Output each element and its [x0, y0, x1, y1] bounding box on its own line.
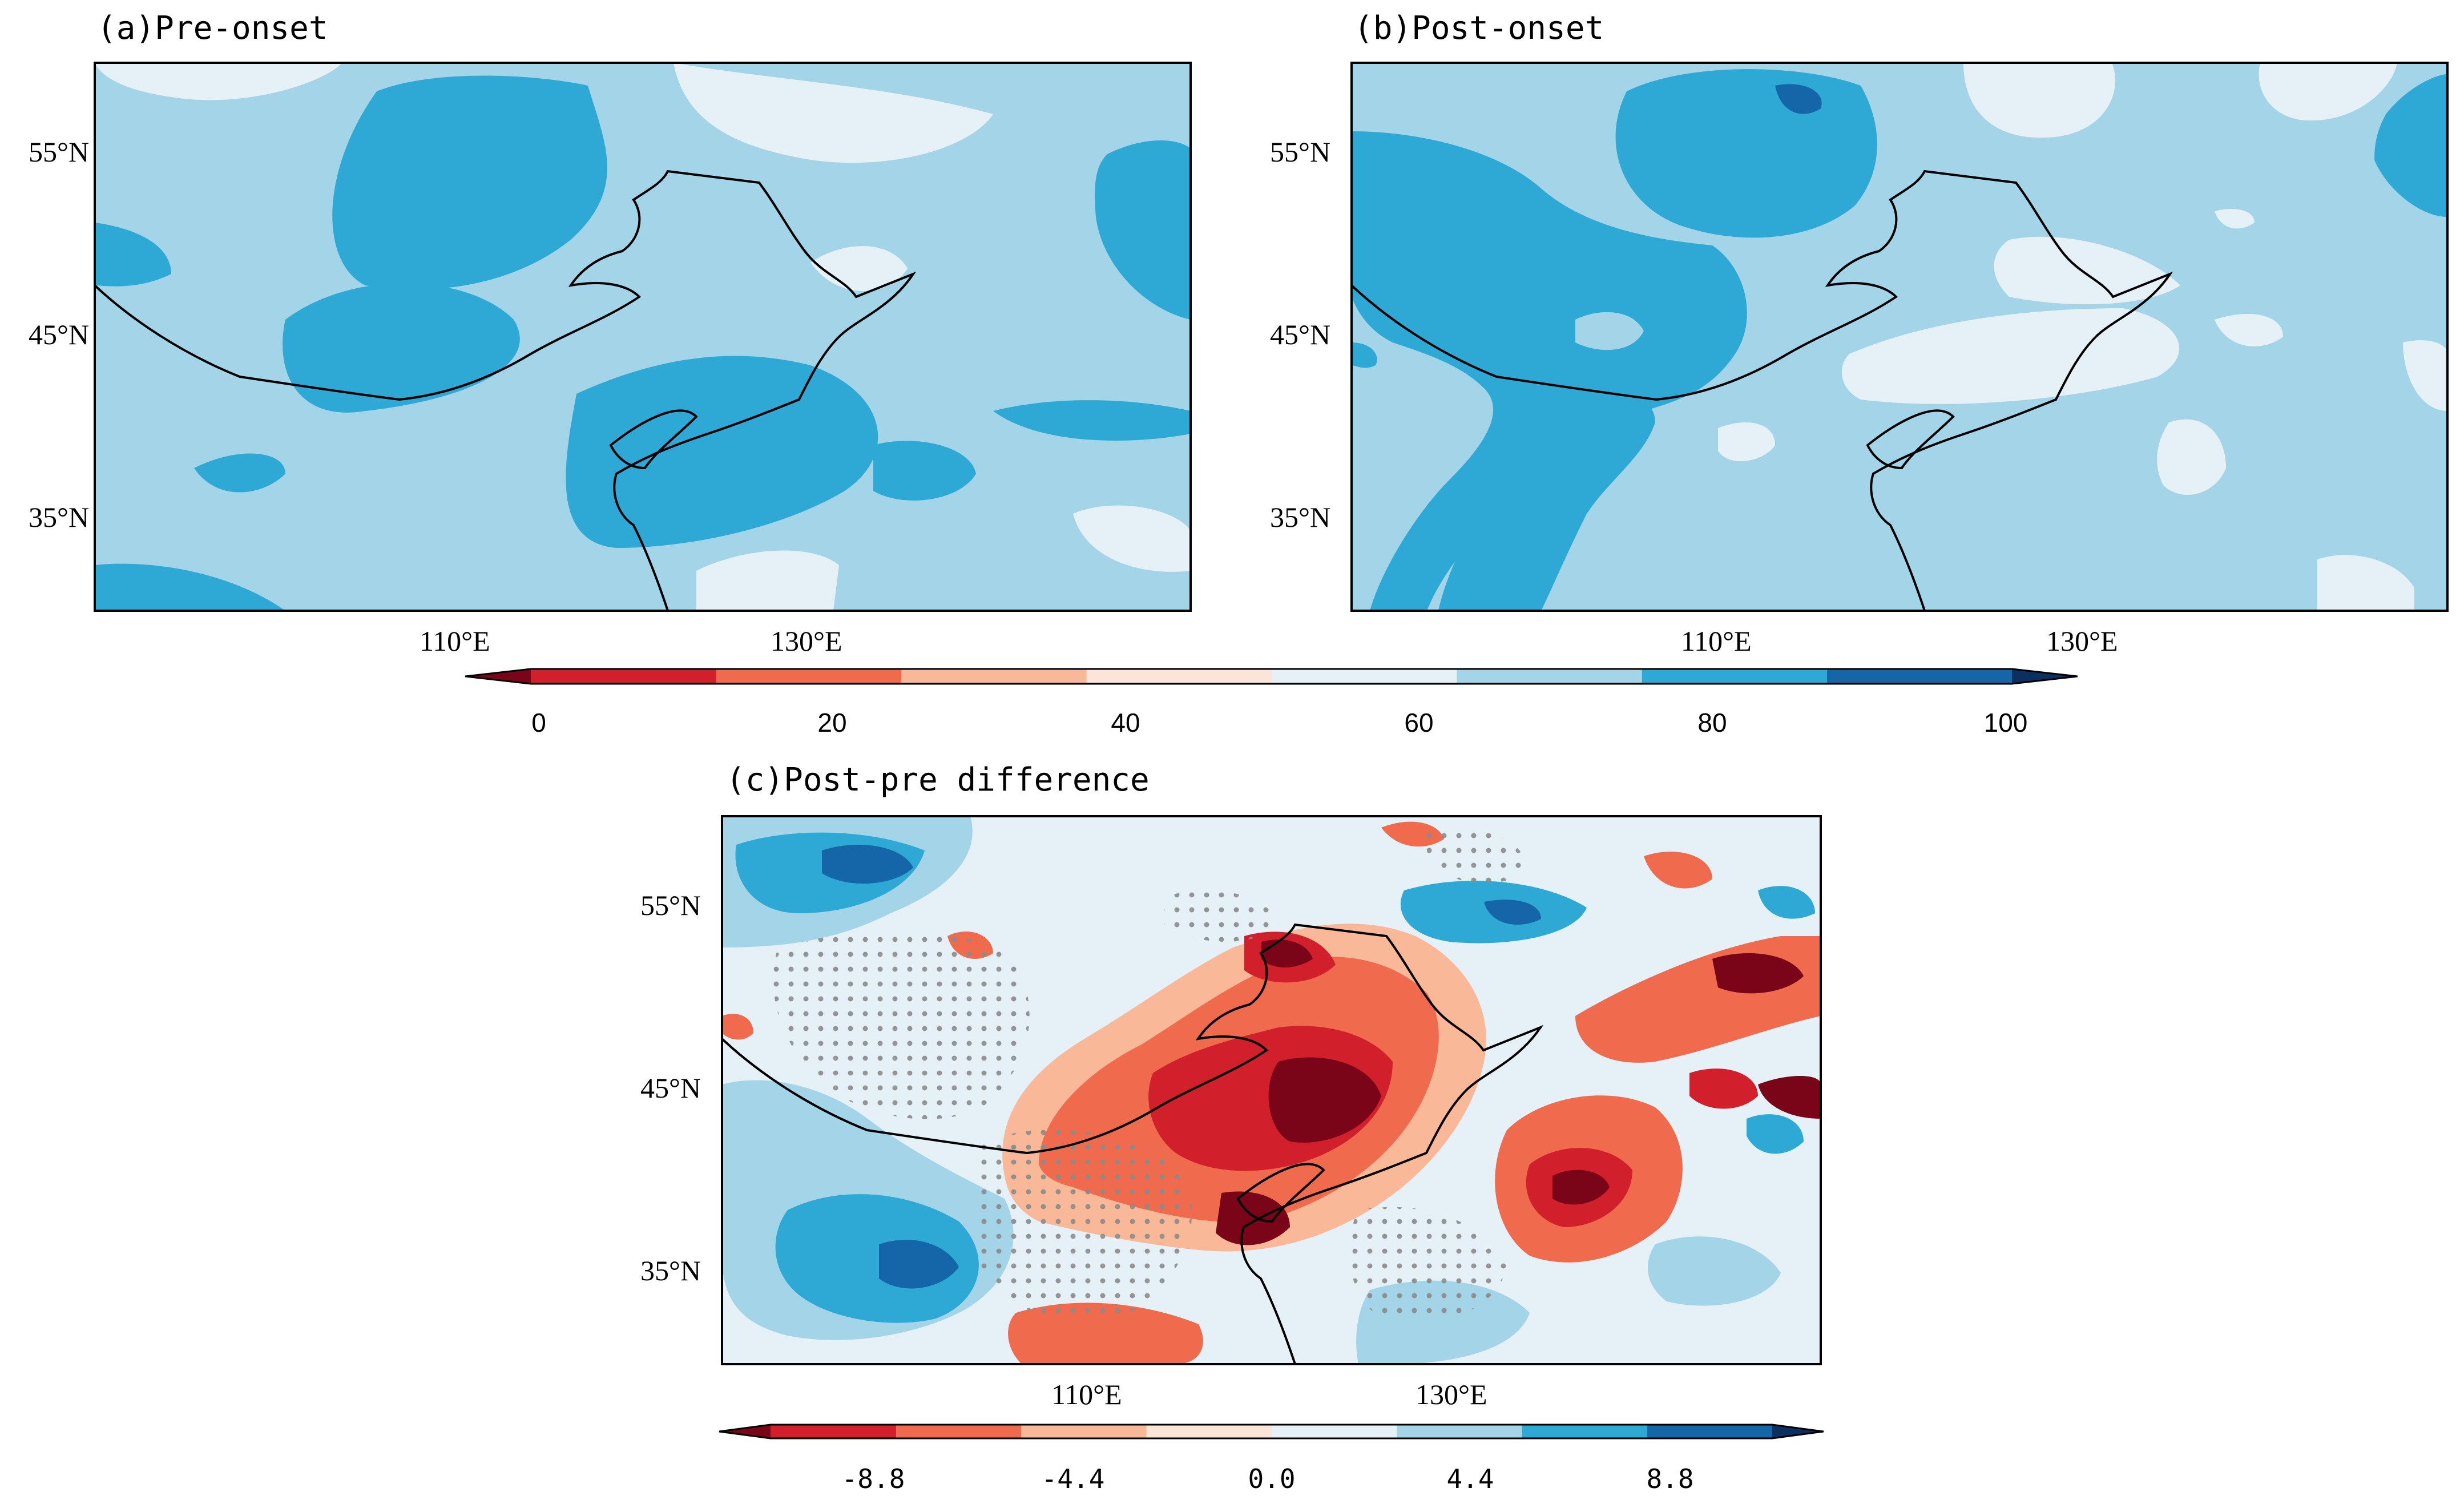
colorbar-top-segment-1 — [531, 669, 716, 684]
colorbar-top-tick-80: 80 — [1697, 708, 1727, 737]
panel-c-map-field — [722, 816, 1821, 1364]
colorbar-bottom-tick-4-4: 4.4 — [1446, 1463, 1494, 1494]
panel-c-difference: (c)Post-pre difference — [640, 761, 1822, 1410]
panel-a-lon-130: 130°E — [771, 625, 842, 657]
panel-a-title: (a)Pre-onset — [97, 10, 328, 47]
colorbar-bottom: -8.8 -4.4 0.0 4.4 8.8 — [719, 1424, 1824, 1494]
colorbar-bottom-tick-8-8: 8.8 — [1646, 1463, 1693, 1494]
colorbar-bottom-segment-3 — [1021, 1425, 1147, 1438]
colorbar-top-tick-0: 0 — [531, 708, 546, 737]
panel-b-lat-45: 45°N — [1270, 318, 1330, 350]
colorbar-top-segment-2 — [716, 669, 902, 684]
panel-b-lat-55: 55°N — [1270, 136, 1330, 168]
panel-a-lat-45: 45°N — [29, 318, 89, 350]
colorbar-top-end-right — [2012, 669, 2078, 684]
colorbar-top-outline — [465, 668, 2078, 685]
panel-a-map-field — [95, 63, 1191, 611]
colorbar-bottom-tick-0-0: 0.0 — [1248, 1463, 1295, 1494]
colorbar-top-end-left — [465, 669, 531, 684]
colorbar-top-tick-20: 20 — [817, 708, 846, 737]
colorbar-top-segment-8 — [1826, 669, 2013, 684]
panel-c-title: (c)Post-pre difference — [726, 761, 1150, 799]
colorbar-top-segment-7 — [1642, 669, 1828, 684]
colorbar-bottom-tick-neg8-8: -8.8 — [842, 1463, 905, 1494]
panel-c-lat-35: 35°N — [640, 1255, 701, 1287]
panel-c-frame — [721, 815, 1822, 1365]
panel-b-lon-110: 110°E — [1681, 625, 1752, 657]
colorbar-top-tick-40: 40 — [1111, 708, 1140, 737]
panel-b-lat-35: 35°N — [1270, 501, 1330, 533]
colorbar-bottom-end-right — [1772, 1425, 1824, 1438]
panel-a-lat-55: 55°N — [29, 136, 89, 168]
colorbar-bottom-segment-5 — [1271, 1425, 1397, 1438]
panel-c-lat-45: 45°N — [640, 1072, 701, 1104]
colorbar-bottom-segment-7 — [1522, 1425, 1648, 1438]
colorbar-top-segment-5 — [1271, 669, 1457, 684]
panel-a-lat-35: 35°N — [29, 501, 89, 533]
colorbar-top-segment-3 — [901, 669, 1087, 684]
colorbar-top-tick-60: 60 — [1404, 708, 1433, 737]
colorbar-top-segment-4 — [1086, 669, 1272, 684]
colorbar-bottom-segment-1 — [771, 1425, 896, 1438]
panel-b-map-field — [1352, 63, 2447, 611]
panel-b-title: (b)Post-onset — [1354, 10, 1604, 47]
panel-a-lon-110: 110°E — [420, 625, 490, 657]
colorbar-bottom-end-left — [719, 1425, 771, 1438]
colorbar-top-segment-6 — [1456, 669, 1642, 684]
colorbar-bottom-tick-neg4-4: -4.4 — [1042, 1463, 1105, 1494]
colorbar-top: 0 20 40 60 80 100 — [465, 668, 2078, 737]
colorbar-bottom-segment-4 — [1146, 1425, 1272, 1438]
panel-a-frame — [94, 62, 1192, 612]
panel-c-lon-130: 130°E — [1416, 1378, 1487, 1410]
panel-c-lon-110: 110°E — [1051, 1378, 1122, 1410]
panel-b-lon-130: 130°E — [2046, 625, 2118, 657]
panel-b-frame — [1350, 62, 2449, 612]
colorbar-bottom-segment-6 — [1396, 1425, 1522, 1438]
colorbar-top-tick-100: 100 — [1984, 708, 2028, 737]
colorbar-bottom-outline — [719, 1424, 1824, 1439]
panel-c-lat-55: 55°N — [640, 889, 701, 921]
panel-b-post-onset: (b)Post-onset 55°N — [1270, 10, 2449, 657]
colorbar-bottom-segment-8 — [1647, 1425, 1773, 1438]
colorbar-bottom-segment-2 — [896, 1425, 1022, 1438]
panel-a-pre-onset: (a)Pre-onset 55°N 45°N 35°N 1 — [29, 10, 1192, 657]
